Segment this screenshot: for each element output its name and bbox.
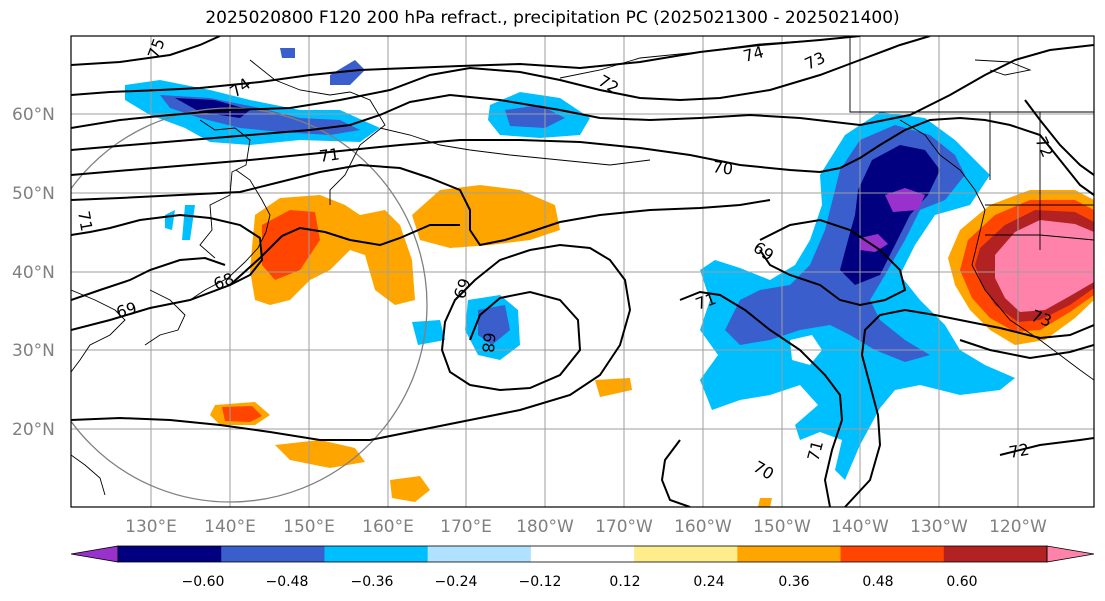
colorbar-segment <box>737 546 842 562</box>
colorbar-segment <box>221 546 325 562</box>
map-title: 2025020800 F120 200 hPa refract., precip… <box>205 8 900 28</box>
range-circle <box>71 107 428 503</box>
colorbar-segment <box>943 546 1048 562</box>
contour-label: 70 <box>711 157 734 179</box>
colorbar-segment <box>118 546 222 562</box>
colorbar-segment <box>840 546 945 562</box>
lon-label: 120°W <box>989 517 1047 537</box>
lon-label: 140°E <box>204 517 256 537</box>
colorbar-segment <box>427 546 532 562</box>
colorbar-segment <box>530 546 635 562</box>
colorbar-tick-label: −0.48 <box>266 574 309 590</box>
precip-shading <box>125 48 1094 507</box>
lon-label: 170°W <box>595 517 653 537</box>
colorbar-extend-high <box>1046 545 1095 563</box>
map-frame <box>70 35 1095 508</box>
colorbar-tick-label: 0.60 <box>946 574 977 590</box>
colorbar-tick-label: −0.12 <box>519 574 562 590</box>
lon-label: 130°E <box>125 517 177 537</box>
colorbar-extend-low <box>70 545 119 563</box>
lon-label: 140°W <box>831 517 889 537</box>
colorbar-labels: −0.60 −0.48 −0.36 −0.24 −0.12 0.12 0.24 … <box>182 574 978 590</box>
lon-label: 150°E <box>283 517 335 537</box>
colorbar-frame <box>117 545 1048 563</box>
colorbar <box>70 545 1095 563</box>
lon-label: 150°W <box>753 517 811 537</box>
contour-label: 68 <box>478 332 499 354</box>
contour-label: 69 <box>114 298 139 322</box>
lon-labels: 130°E 140°E 150°E 160°E 170°E 180°W 170°… <box>125 517 1047 537</box>
colorbar-tick-label: −0.60 <box>182 574 225 590</box>
colorbar-tick-label: −0.24 <box>435 574 478 590</box>
contour-label: 71 <box>74 209 96 232</box>
lat-label: 30°N <box>12 341 55 361</box>
lon-label: 160°E <box>362 517 414 537</box>
lat-label: 60°N <box>12 105 55 125</box>
colorbar-tick-label: 0.48 <box>862 574 893 590</box>
lat-label: 50°N <box>12 184 55 204</box>
contour-label: 71 <box>318 144 341 166</box>
lat-labels: 60°N 50°N 40°N 30°N 20°N <box>12 105 55 440</box>
contour-label: 71 <box>804 438 828 463</box>
colorbar-tick-label: 0.24 <box>693 574 724 590</box>
colorbar-segment <box>324 546 429 562</box>
colorbar-tick-label: 0.12 <box>609 574 640 590</box>
colorbar-tick-label: 0.36 <box>778 574 809 590</box>
contour-label: 74 <box>741 42 766 66</box>
lon-label: 160°W <box>674 517 732 537</box>
lon-label: 130°W <box>910 517 968 537</box>
lat-label: 20°N <box>12 420 55 440</box>
refractivity-contours <box>71 36 1094 507</box>
lon-label: 180°W <box>516 517 574 537</box>
colorbar-segment <box>634 546 738 562</box>
contour-label: 72 <box>1007 440 1030 462</box>
lat-label: 40°N <box>12 263 55 283</box>
colorbar-tick-label: −0.36 <box>351 574 394 590</box>
lon-label: 170°E <box>440 517 492 537</box>
